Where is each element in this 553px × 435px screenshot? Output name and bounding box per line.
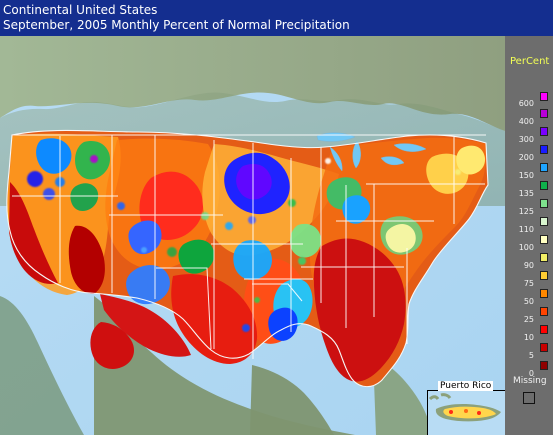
legend-swatch-600 [540, 92, 548, 101]
precipitation-map [0, 36, 505, 435]
legend-swatch-125 [540, 199, 548, 208]
puerto-rico-inset [427, 390, 506, 435]
legend-swatch-0 [540, 361, 548, 370]
legend-swatch-135 [540, 181, 548, 190]
legend-label-10: 10 [523, 333, 534, 342]
legend-swatch-110 [540, 217, 548, 226]
legend-label-400: 400 [518, 117, 534, 126]
legend-label-75: 75 [523, 279, 534, 288]
legend-swatch-5 [540, 343, 548, 352]
legend-swatch-25 [540, 307, 548, 316]
puerto-rico-label: Puerto Rico [438, 381, 494, 391]
title-line-1: Continental United States [3, 3, 158, 17]
legend-swatch-200 [540, 145, 548, 154]
legend-label-600: 600 [518, 99, 534, 108]
legend-title: PerCent [510, 56, 550, 67]
canada-landmass [0, 36, 505, 131]
legend-label-0: 0 [528, 369, 534, 378]
legend-swatch-150 [540, 163, 548, 172]
legend-label-100: 100 [518, 243, 534, 252]
legend-swatch-75 [540, 271, 548, 280]
legend-label-110: 110 [518, 225, 534, 234]
legend-panel: PerCent 600 400 300 200 150 135 125 110 … [505, 36, 553, 435]
legend-swatch-50 [540, 289, 548, 298]
missing-label: Missing [513, 376, 547, 386]
legend-label-5: 5 [528, 351, 534, 360]
legend-label-135: 135 [518, 189, 534, 198]
title-line-2: September, 2005 Monthly Percent of Norma… [3, 18, 350, 32]
legend-label-50: 50 [523, 297, 534, 306]
legend-label-125: 125 [518, 207, 534, 216]
legend-label-150: 150 [518, 171, 534, 180]
legend-swatch-90 [540, 253, 548, 262]
legend-label-90: 90 [523, 261, 534, 270]
map-area [0, 36, 505, 435]
missing-swatch [523, 392, 535, 404]
legend-label-300: 300 [518, 135, 534, 144]
title-bar: Continental United States September, 200… [0, 0, 553, 36]
legend-swatch-300 [540, 127, 548, 136]
legend-swatch-10 [540, 325, 548, 334]
legend-label-25: 25 [523, 315, 534, 324]
legend-swatch-400 [540, 109, 548, 118]
puerto-rico-map [428, 391, 506, 435]
legend-swatch-100 [540, 235, 548, 244]
legend-label-200: 200 [518, 153, 534, 162]
